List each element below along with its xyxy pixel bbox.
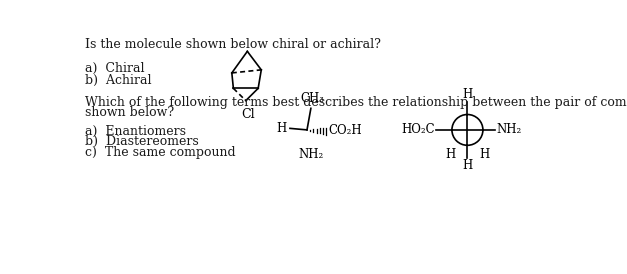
Text: a)  Enantiomers: a) Enantiomers bbox=[85, 124, 186, 138]
Text: c)  The same compound: c) The same compound bbox=[85, 146, 235, 159]
Text: H: H bbox=[462, 159, 473, 172]
Text: NH₂: NH₂ bbox=[497, 123, 522, 136]
Text: shown below?: shown below? bbox=[85, 106, 174, 119]
Text: Is the molecule shown below chiral or achiral?: Is the molecule shown below chiral or ac… bbox=[85, 38, 381, 50]
Text: Which of the following terms best describes the relationship between the pair of: Which of the following terms best descri… bbox=[85, 96, 627, 109]
Text: H: H bbox=[445, 149, 455, 161]
Text: Cl: Cl bbox=[241, 108, 255, 121]
Text: a)  Chiral: a) Chiral bbox=[85, 62, 144, 75]
Text: b)  Achiral: b) Achiral bbox=[85, 74, 151, 87]
Text: H: H bbox=[277, 122, 287, 135]
Text: H: H bbox=[462, 88, 473, 101]
Text: CO₂H: CO₂H bbox=[329, 124, 362, 137]
Text: b)  Diastereomers: b) Diastereomers bbox=[85, 135, 198, 148]
Text: NH₂: NH₂ bbox=[298, 148, 324, 161]
Text: H: H bbox=[480, 149, 490, 161]
Text: CH₃: CH₃ bbox=[300, 92, 324, 105]
Text: HO₂C: HO₂C bbox=[401, 123, 435, 136]
